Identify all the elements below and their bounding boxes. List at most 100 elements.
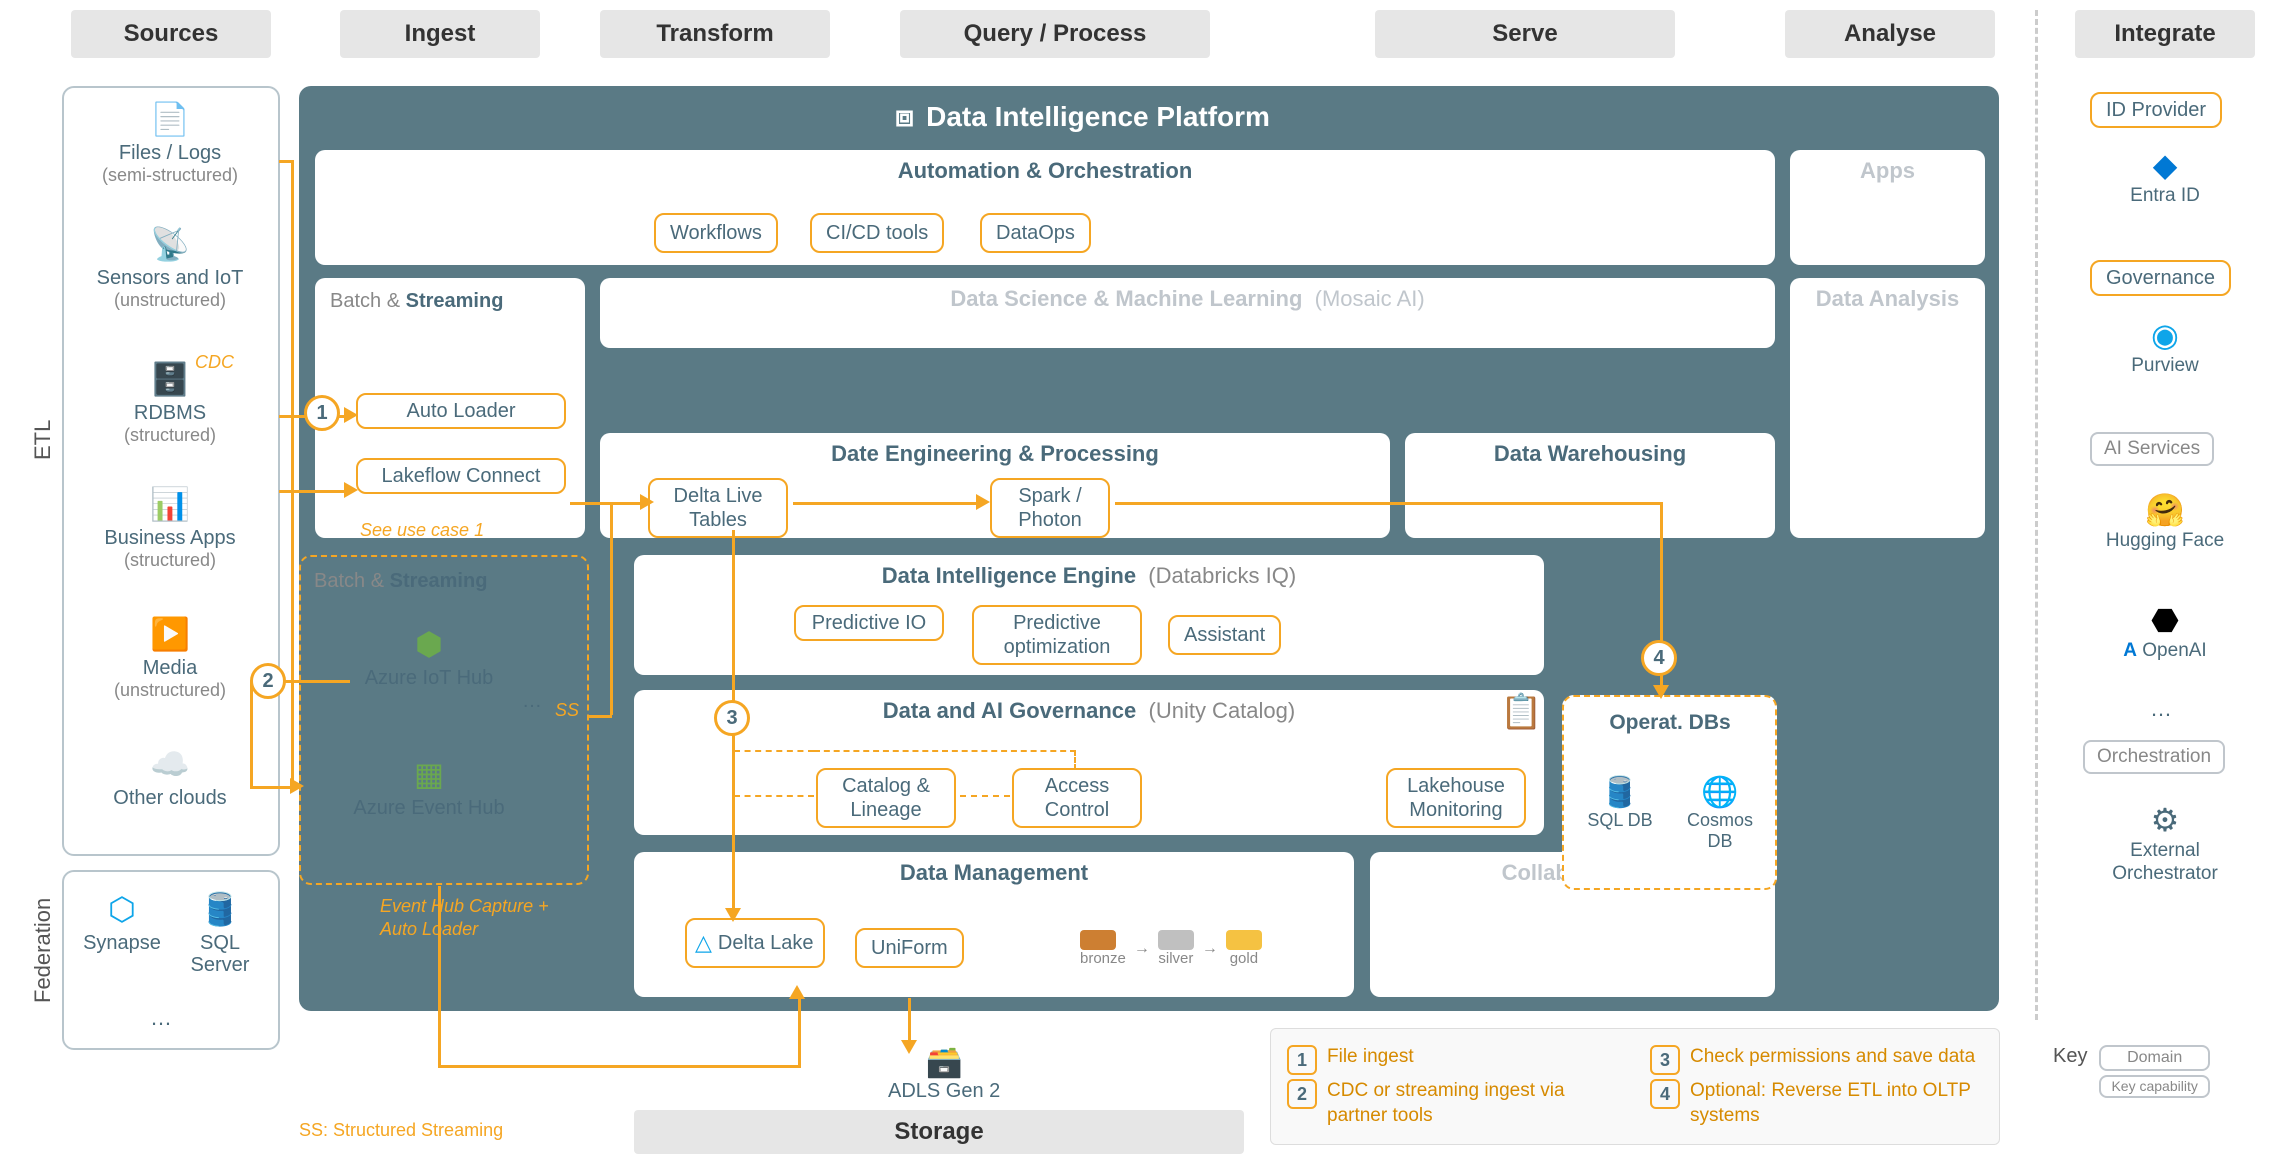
- src-sqlserver-title: SQL Server: [175, 932, 265, 976]
- batch2-pre: Batch &: [314, 570, 390, 592]
- legend-2-text: CDC or streaming ingest via partner tool…: [1327, 1079, 1620, 1128]
- chip-assistant: Assistant: [1168, 615, 1281, 655]
- entra-label: Entra ID: [2105, 185, 2225, 207]
- panel-warehousing: Data Warehousing: [1405, 433, 1775, 538]
- openai-text: OpenAI: [2142, 640, 2206, 661]
- chip-dlt: Delta Live Tables: [648, 478, 788, 538]
- medal-bronze-lbl: bronze: [1080, 950, 1126, 967]
- sqldb-title: SQL DB: [1580, 810, 1660, 831]
- sql-icon: 🛢️: [175, 890, 265, 928]
- legend-4-text: Optional: Reverse ETL into OLTP systems: [1690, 1079, 1983, 1128]
- delta-icon: △: [695, 930, 712, 956]
- src-apps: 📊 Business Apps (structured): [70, 485, 270, 571]
- src-sensors-title: Sensors and IoT: [70, 267, 270, 290]
- medal-silver-lbl: silver: [1158, 950, 1194, 967]
- cosmos-db: 🌐 Cosmos DB: [1675, 775, 1765, 852]
- chip-uniform: UniForm: [855, 928, 964, 968]
- flow: [1115, 502, 1660, 505]
- arrow: [725, 908, 741, 922]
- flow-dash: [814, 750, 1076, 752]
- src-more: …: [150, 1005, 172, 1031]
- eventhub-icon: ▦: [344, 755, 514, 793]
- legend-3: 3 Check permissions and save data: [1650, 1045, 1983, 1075]
- col-query: Query / Process: [900, 10, 1210, 58]
- medallion: bronze → silver → gold: [1080, 930, 1262, 967]
- flow: [793, 502, 983, 505]
- chip-lakeflow: Lakeflow Connect: [356, 458, 566, 494]
- src-sensors: 📡 Sensors and IoT (unstructured): [70, 225, 270, 311]
- medal-silver: [1158, 930, 1194, 950]
- deltalake-text: Delta Lake: [718, 931, 814, 955]
- legend-1-text: File ingest: [1327, 1045, 1414, 1070]
- chip-deltalake: △ Delta Lake: [685, 918, 825, 968]
- col-analyse: Analyse: [1785, 10, 1995, 58]
- src-media: ▶️ Media (unstructured): [70, 615, 270, 701]
- chip-governance: Governance: [2090, 260, 2231, 296]
- arrow: [976, 494, 990, 510]
- platform-title: ⧈ Data Intelligence Platform: [895, 100, 1270, 134]
- panel-dsml-title: Data Science & Machine Learning (Mosaic …: [600, 278, 1775, 312]
- integ-purview: ◉ Purview: [2105, 315, 2225, 377]
- hugging-icon: 🤗: [2145, 490, 2185, 530]
- panel-warehousing-title: Data Warehousing: [1405, 433, 1775, 467]
- adls-icon: 🗃️: [888, 1045, 1000, 1080]
- batch1-bold: Streaming: [406, 290, 504, 312]
- iothub-icon: ⬢: [344, 625, 514, 663]
- flow: [570, 502, 645, 505]
- panel-analysis-title: Data Analysis: [1790, 278, 1985, 312]
- adls-label: ADLS Gen 2: [888, 1080, 1000, 1103]
- arrow: [344, 482, 358, 498]
- flow: [588, 715, 612, 718]
- arrow: [640, 494, 654, 510]
- entra-icon: ◆: [2145, 145, 2185, 185]
- gov-title: Data and AI Governance: [883, 698, 1136, 723]
- flow: [279, 490, 349, 493]
- panel-datamgmt-title: Data Management: [634, 852, 1354, 886]
- chip-predopt: Predictive optimization: [972, 605, 1142, 665]
- integ-entra: ◆ Entra ID: [2105, 145, 2225, 207]
- intel-title: Data Intelligence Engine: [882, 563, 1136, 588]
- stack-icon: ⧈: [895, 100, 914, 134]
- arrow-up: [789, 985, 805, 999]
- col-ingest: Ingest: [340, 10, 540, 58]
- chip-autoloader: Auto Loader: [356, 393, 566, 429]
- src-apps-sub: (structured): [70, 550, 270, 571]
- chip-cicd: CI/CD tools: [810, 213, 944, 253]
- src-rdbms-title: RDBMS: [70, 402, 270, 425]
- flow: [438, 1065, 798, 1068]
- usecase-note: See use case 1: [360, 520, 484, 541]
- ss-footnote: SS: Structured Streaming: [299, 1120, 503, 1141]
- legend-3-text: Check permissions and save data: [1690, 1045, 1975, 1070]
- chip-workflows: Workflows: [654, 213, 778, 253]
- col-transform: Transform: [600, 10, 830, 58]
- flow: [798, 998, 801, 1068]
- src-clouds: ☁️ Other clouds: [70, 745, 270, 810]
- chip-idprovider: ID Provider: [2090, 92, 2222, 128]
- panel-intelligence-title: Data Intelligence Engine (Databricks IQ): [634, 555, 1544, 589]
- arrow-icon: →: [1134, 940, 1150, 958]
- flow: [291, 160, 294, 788]
- col-integrate: Integrate: [2075, 10, 2255, 58]
- panel-apps: Apps: [1790, 150, 1985, 265]
- gov-sub: (Unity Catalog): [1149, 698, 1296, 723]
- panel-analysis: Data Analysis: [1790, 278, 1985, 538]
- divider: [2035, 10, 2038, 1020]
- col-sources: Sources: [71, 10, 271, 58]
- key-capability: Key capability: [2099, 1075, 2209, 1098]
- chip-orchestration: Orchestration: [2083, 740, 2225, 774]
- sqldb-icon: 🛢️: [1580, 775, 1660, 810]
- batch2-more: …: [522, 690, 542, 713]
- src-rdbms: 🗄️ RDBMS (structured): [70, 360, 270, 446]
- flow: [610, 505, 613, 715]
- legend-2: 2 CDC or streaming ingest via partner to…: [1287, 1079, 1620, 1128]
- panel-apps-title: Apps: [1790, 150, 1985, 184]
- chip-catalog: Catalog & Lineage: [816, 768, 956, 828]
- platform-title-text: Data Intelligence Platform: [926, 101, 1270, 133]
- src-synapse-title: Synapse: [77, 932, 167, 955]
- batch1-label: Batch & Streaming: [330, 290, 503, 313]
- num-1: 1: [304, 395, 340, 431]
- sql-db: 🛢️ SQL DB: [1580, 775, 1660, 831]
- arrow: [1653, 685, 1669, 699]
- src-rdbms-sub: (structured): [70, 425, 270, 446]
- flow-dash: [734, 750, 814, 752]
